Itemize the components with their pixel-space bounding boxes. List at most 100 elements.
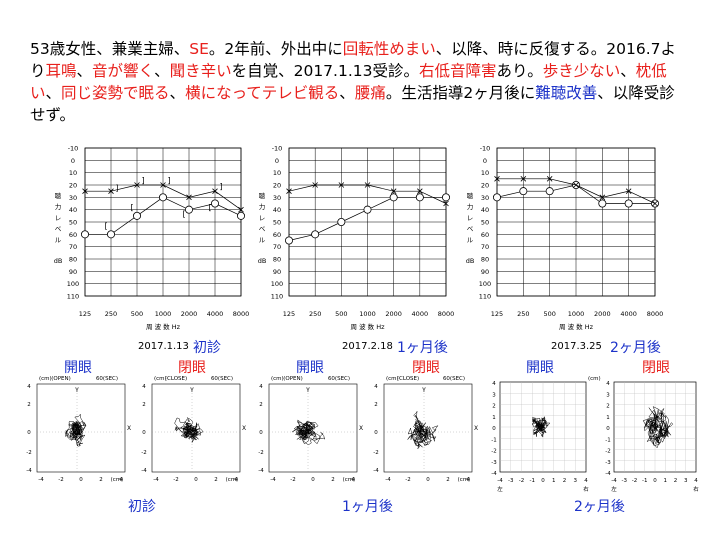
y-axis-label: 聴	[259, 191, 266, 200]
left-ear-point	[212, 188, 218, 194]
x-tick-label: 4000	[207, 310, 224, 318]
y-tick-label: 4	[374, 384, 378, 390]
y-tick-label: -2	[373, 450, 378, 456]
sway-trace	[531, 416, 551, 438]
db-label: dB	[466, 257, 475, 265]
stabilogram-2: (cm)(CLOSE) 60(SEC)420-2-4XY-4 -2 0 2 4(cm)	[141, 376, 246, 483]
text-segment: 音が響く	[92, 62, 155, 80]
left-ear-point	[546, 176, 553, 182]
y-tick-label: 110	[479, 293, 491, 301]
x-tick-label: 3	[574, 478, 578, 484]
y-tick-label: 70	[69, 243, 77, 251]
left-ear-point	[652, 200, 658, 207]
bone-conduction-mark: ]	[115, 183, 118, 192]
y-tick-label: 20	[69, 182, 77, 190]
cm-label: (cm)	[386, 376, 399, 382]
bone-conduction-mark: [	[130, 203, 133, 212]
y-axis-label: ベ	[259, 225, 266, 233]
right-ear-point	[158, 193, 167, 202]
y-tick-label: 2	[142, 402, 146, 408]
y-tick-label: 4	[492, 381, 496, 387]
right-ear-point	[389, 193, 398, 202]
x-mark	[390, 188, 397, 194]
y-tick-label: 80	[273, 256, 281, 264]
x-tick-label: 4000	[620, 310, 637, 318]
cm-label: (cm)	[458, 477, 471, 483]
x-marker: X	[474, 425, 478, 432]
y-tick-label: -10	[272, 145, 283, 153]
x-mark	[546, 176, 553, 182]
stab-caption-1: 初診	[128, 499, 156, 515]
y-tick-label: 100	[67, 280, 79, 288]
y-tick-label: 60	[481, 231, 489, 239]
x-tick-label: 250	[517, 310, 529, 318]
right-ear-point	[107, 230, 116, 239]
text-segment: 、以降受診せず。	[30, 84, 675, 124]
x-tick-label: 4	[466, 477, 470, 483]
y-tick-label: -1	[491, 437, 496, 443]
y-axis-label: 力	[467, 202, 474, 211]
y-tick-label: 60	[69, 231, 77, 239]
y-tick-label: 0	[606, 426, 610, 432]
left-ear-point	[186, 194, 192, 201]
left-label: 左	[497, 485, 503, 493]
x-tick-label: 2000	[385, 310, 402, 318]
y-tick-label: -3	[605, 460, 611, 466]
x-mark	[599, 194, 606, 201]
y-tick-label: 10	[69, 169, 77, 177]
cm-label: (cm)	[588, 376, 601, 382]
stab-caption-2: 1ヶ月後	[342, 499, 393, 515]
text-segment: 歩き少ない	[542, 62, 621, 80]
y-axis-label: 力	[55, 202, 62, 211]
y-marker: Y	[74, 387, 79, 394]
x-tick-label: -4	[38, 477, 44, 483]
case-description: 53歳女性、兼業主婦、SE。2年前、外出中に回転性めまい、以降、時に反復する。2…	[30, 38, 690, 126]
y-tick-label: 70	[273, 243, 281, 251]
mode-tag: (OPEN)	[51, 376, 71, 382]
y-marker: Y	[305, 387, 310, 394]
right-ear-point	[284, 236, 293, 245]
left-ear-point	[286, 188, 292, 194]
x-tick-label: -2	[519, 478, 524, 484]
y-tick-label: -1	[605, 437, 610, 443]
left-ear-point	[82, 188, 88, 194]
x-mark	[238, 206, 244, 213]
x-tick-label: 0	[194, 477, 198, 483]
x-tick-label: 1	[552, 478, 556, 484]
x-tick-label: 3	[684, 478, 688, 484]
x-tick-label: 1	[664, 478, 668, 484]
y-axis-label: 力	[259, 202, 266, 211]
x-tick-label: -2	[173, 477, 178, 483]
x-tick-label: -1	[530, 478, 535, 484]
x-tick-label: 4	[351, 477, 355, 483]
bone-conduction-mark: [	[104, 222, 107, 231]
y-tick-label: 80	[481, 256, 489, 264]
sway-trace	[292, 419, 325, 446]
y-tick-label: 0	[275, 157, 279, 165]
stab-caption-3: 2ヶ月後	[574, 499, 625, 515]
x-tick-label: -4	[611, 478, 617, 484]
y-tick-label: 4	[27, 384, 31, 390]
x-tick-label: 8000	[438, 310, 455, 318]
x-mark	[186, 194, 192, 201]
right-ear-point	[311, 230, 320, 239]
text-segment: 回転性めまい	[342, 40, 436, 58]
x-tick-label: 4	[694, 478, 698, 484]
left-ear-point	[599, 194, 606, 201]
x-tick-label: -4	[385, 477, 391, 483]
bone-conduction-mark: [	[208, 203, 211, 212]
cm-label: (cm)	[226, 477, 239, 483]
x-axis-label: 周 波 数 Hz	[146, 322, 181, 331]
bone-conduction-mark: [	[182, 209, 185, 218]
y-tick-label: 50	[273, 219, 281, 227]
right-ear-point	[210, 199, 219, 208]
stab-label-open-2: 開眼	[296, 360, 324, 376]
right-ear-point	[236, 211, 245, 220]
left-ear-point	[160, 182, 166, 188]
y-tick-label: 90	[273, 268, 281, 276]
x-mark	[338, 182, 345, 188]
y-axis-label: ル	[467, 236, 474, 244]
right-ear-point	[415, 193, 424, 202]
x-mark	[82, 188, 88, 194]
x-tick-label: -2	[632, 478, 637, 484]
